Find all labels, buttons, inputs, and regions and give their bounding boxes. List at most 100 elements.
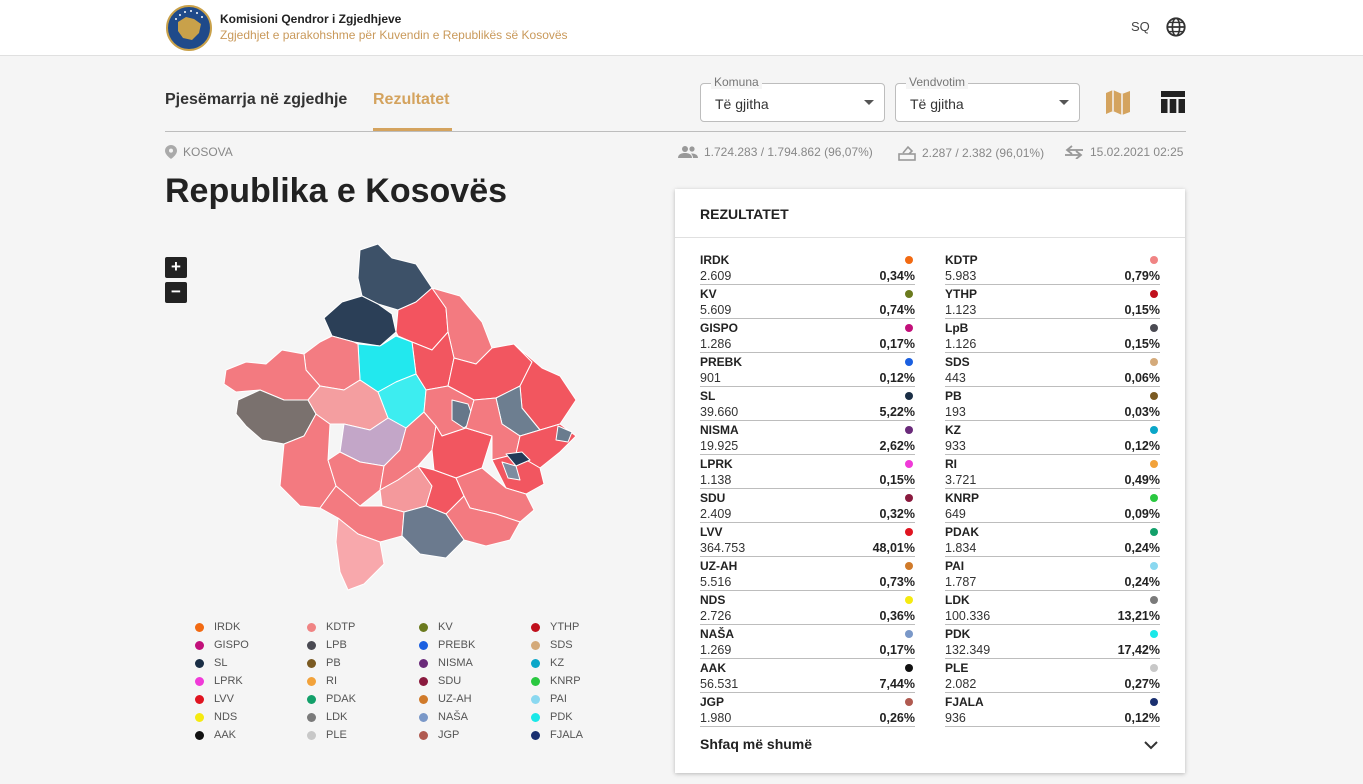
party-percent: 0,36% xyxy=(879,609,915,623)
legend-color-dot xyxy=(307,730,316,740)
result-row: SDS 443 0,06% xyxy=(945,353,1160,387)
party-percent: 0,74% xyxy=(879,303,915,317)
legend-label: IRDK xyxy=(214,621,241,633)
result-row: LPRK 1.138 0,15% xyxy=(700,455,915,489)
map-icon[interactable] xyxy=(1104,88,1132,116)
result-row: PB 193 0,03% xyxy=(945,387,1160,421)
party-votes: 2.609 xyxy=(700,269,732,283)
party-percent: 0,27% xyxy=(1124,677,1160,691)
table-icon[interactable] xyxy=(1159,88,1187,116)
party-color-dot xyxy=(905,664,913,672)
legend-color-dot xyxy=(419,658,428,668)
party-percent: 17,42% xyxy=(1117,643,1160,657)
legend-color-dot xyxy=(307,658,316,668)
legend-color-dot xyxy=(531,658,540,668)
result-row: NAŠA 1.269 0,17% xyxy=(700,625,915,659)
legend-label: NDS xyxy=(214,711,238,723)
language-selector[interactable]: SQ xyxy=(1131,19,1150,34)
party-name: YTHP xyxy=(945,287,978,301)
party-votes: 1.126 xyxy=(945,337,977,351)
legend-item: KNRP xyxy=(529,672,603,690)
legend-label: LPRK xyxy=(214,675,243,687)
zoom-out-button[interactable]: − xyxy=(165,282,187,303)
tab-turnout[interactable]: Pjesëmarrja në zgjedhje xyxy=(165,91,348,108)
chevron-down-icon[interactable] xyxy=(1143,737,1159,753)
party-name: SDS xyxy=(945,355,970,369)
legend-color-dot xyxy=(419,694,428,704)
party-color-dot xyxy=(1150,460,1158,468)
party-percent: 0,24% xyxy=(1124,541,1160,555)
legend-label: KV xyxy=(438,621,453,633)
legend-item: PLE xyxy=(305,726,417,744)
legend-label: LPB xyxy=(326,639,347,651)
kosovo-results-map[interactable] xyxy=(220,240,600,592)
party-votes: 1.286 xyxy=(700,337,732,351)
legend-color-dot xyxy=(195,730,204,740)
legend-item: SDU xyxy=(417,672,529,690)
party-color-dot xyxy=(905,460,913,468)
party-color-dot xyxy=(905,290,913,298)
party-name: NISMA xyxy=(700,423,739,437)
party-name: LpB xyxy=(945,321,969,335)
updated-info: 15.02.2021 02:25 xyxy=(1064,145,1183,159)
party-percent: 0,03% xyxy=(1124,405,1160,419)
legend-color-dot xyxy=(419,712,428,722)
ballot-box-icon xyxy=(898,145,916,161)
party-color-dot xyxy=(1150,528,1158,536)
party-name: PREBK xyxy=(700,355,743,369)
result-row: KV 5.609 0,74% xyxy=(700,285,915,319)
globe-icon[interactable] xyxy=(1165,16,1187,38)
map-region xyxy=(555,425,573,443)
party-name: LPRK xyxy=(700,457,733,471)
legend-label: KDTP xyxy=(326,621,356,633)
legend-label: PAI xyxy=(550,693,567,705)
legend-item: NAŠA xyxy=(417,708,529,726)
legend-label: PB xyxy=(326,657,341,669)
result-row: LpB 1.126 0,15% xyxy=(945,319,1160,353)
party-name: PAI xyxy=(945,559,965,573)
legend-color-dot xyxy=(531,712,540,722)
komuna-label: Komuna xyxy=(711,75,762,89)
legend-label: LDK xyxy=(326,711,348,723)
legend-label: PDK xyxy=(550,711,573,723)
party-color-dot xyxy=(905,358,913,366)
legend-item: PB xyxy=(305,654,417,672)
party-percent: 0,17% xyxy=(879,643,915,657)
komuna-select[interactable]: Komuna Të gjitha xyxy=(700,75,885,122)
active-tab-indicator xyxy=(373,128,452,131)
result-row: LDK 100.336 13,21% xyxy=(945,591,1160,625)
party-votes: 364.753 xyxy=(700,541,746,555)
party-votes: 3.721 xyxy=(945,473,977,487)
legend-color-dot xyxy=(307,640,316,650)
legend-label: SL xyxy=(214,657,228,669)
legend-item: UZ-AH xyxy=(417,690,529,708)
map-region xyxy=(445,495,521,547)
legend-color-dot xyxy=(531,622,540,632)
party-name: RI xyxy=(945,457,957,471)
party-color-dot xyxy=(905,562,913,570)
party-percent: 0,73% xyxy=(879,575,915,589)
result-row: JGP 1.980 0,26% xyxy=(700,693,915,727)
party-percent: 2,62% xyxy=(879,439,915,453)
party-name: NAŠA xyxy=(700,627,735,641)
map-region xyxy=(505,451,531,467)
vendvotim-select[interactable]: Vendvotim Të gjitha xyxy=(895,75,1080,122)
map-region xyxy=(319,485,405,543)
result-row: PDAK 1.834 0,24% xyxy=(945,523,1160,557)
tab-results[interactable]: Rezultatet xyxy=(373,91,450,108)
show-more-button[interactable]: Shfaq më shumë xyxy=(700,736,813,752)
last-updated: 15.02.2021 02:25 xyxy=(1090,145,1184,159)
party-color-dot xyxy=(905,392,913,400)
party-percent: 0,12% xyxy=(1124,439,1160,453)
zoom-in-button[interactable]: + xyxy=(165,257,187,278)
kqz-logo[interactable] xyxy=(166,5,212,51)
party-percent: 0,32% xyxy=(879,507,915,521)
legend-label: NAŠA xyxy=(438,711,468,723)
results-grid: IRDK 2.609 0,34% KDTP 5.983 0,79% KV 5.609 0,74%… xyxy=(700,251,1160,727)
legend-color-dot xyxy=(419,730,428,740)
result-row: FJALA 936 0,12% xyxy=(945,693,1160,727)
legend-label: KZ xyxy=(550,657,565,669)
party-votes: 100.336 xyxy=(945,609,991,623)
party-votes: 1.787 xyxy=(945,575,977,589)
result-row: GISPO 1.286 0,17% xyxy=(700,319,915,353)
